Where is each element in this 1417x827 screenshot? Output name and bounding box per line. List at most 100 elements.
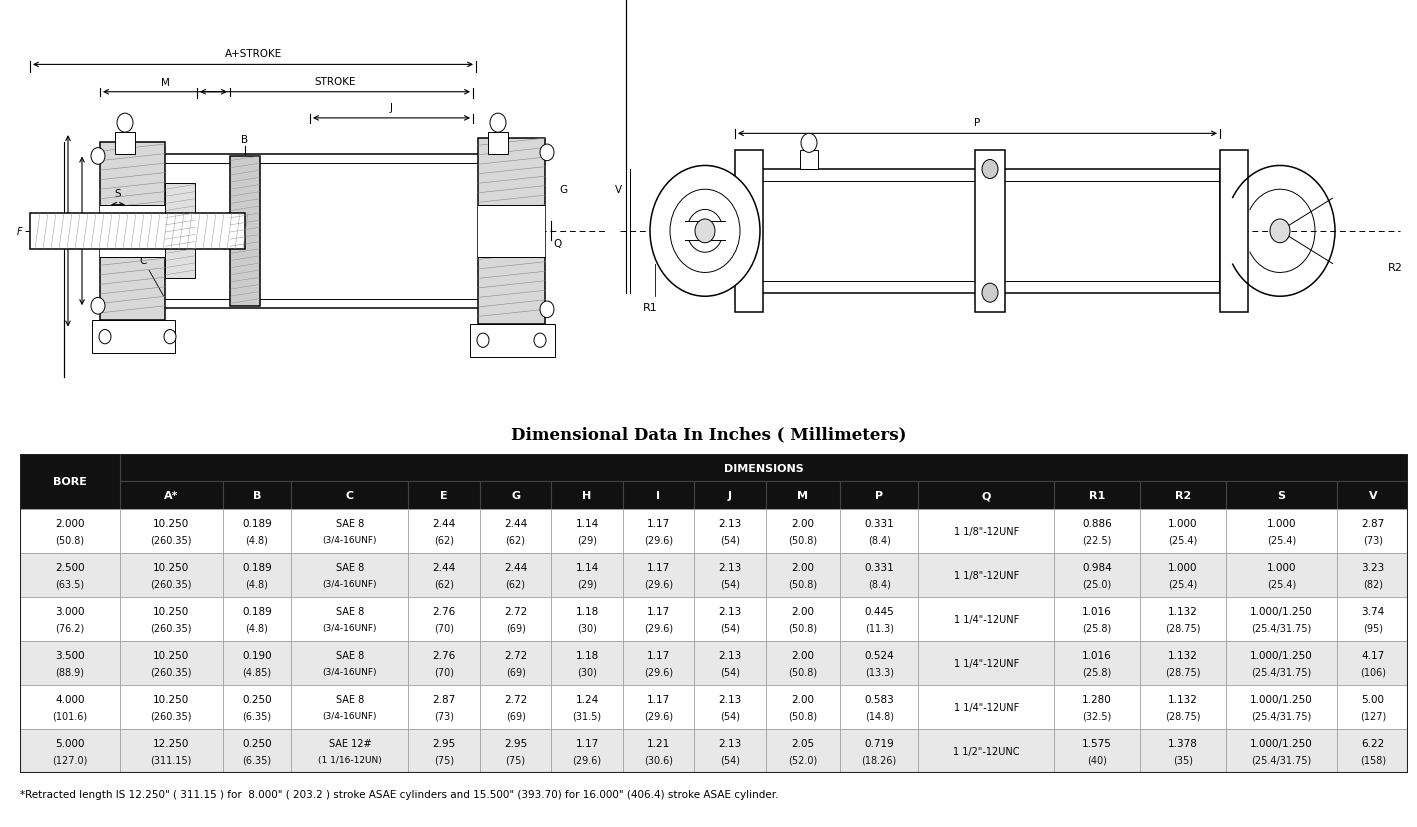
Text: (158): (158) (1360, 755, 1386, 765)
Text: (95): (95) (1363, 623, 1383, 633)
Text: (4.85): (4.85) (242, 667, 272, 677)
Text: (8.4): (8.4) (867, 579, 891, 589)
Bar (694, 641, 765, 685)
Text: 1.132: 1.132 (1168, 650, 1197, 660)
Text: 0.250: 0.250 (242, 694, 272, 705)
Text: (3/4-16UNF): (3/4-16UNF) (323, 624, 377, 633)
Bar (222, 685, 292, 729)
Bar (765, 641, 840, 685)
Bar (222, 509, 292, 553)
Text: 1.000/1.250: 1.000/1.250 (1250, 650, 1312, 660)
Text: 0.189: 0.189 (242, 518, 272, 528)
Circle shape (478, 333, 489, 348)
Bar (1226, 509, 1338, 553)
Text: 1.378: 1.378 (1168, 739, 1197, 748)
Text: (88.9): (88.9) (55, 667, 85, 677)
Bar (840, 509, 918, 553)
Text: SAE 8: SAE 8 (336, 606, 364, 616)
Bar (622, 685, 694, 729)
Text: 3.500: 3.500 (55, 650, 85, 660)
Text: (70): (70) (434, 667, 455, 677)
Text: 3.74: 3.74 (1362, 606, 1384, 616)
Text: (62): (62) (506, 579, 526, 589)
Text: J: J (728, 490, 733, 500)
Text: SAE 8: SAE 8 (336, 518, 364, 528)
Bar (765, 729, 840, 773)
Text: 1.17: 1.17 (646, 518, 670, 528)
Circle shape (982, 160, 998, 179)
Text: 2.76: 2.76 (432, 606, 456, 616)
Text: (73): (73) (434, 711, 455, 721)
Bar (292, 482, 408, 509)
Text: 2.00: 2.00 (791, 694, 815, 705)
Text: (260.35): (260.35) (150, 667, 193, 677)
Bar (20, 455, 120, 509)
Text: (54): (54) (720, 755, 740, 765)
Text: (3/4-16UNF): (3/4-16UNF) (323, 667, 377, 676)
Bar (222, 553, 292, 597)
Text: (3/4-16UNF): (3/4-16UNF) (323, 535, 377, 544)
Text: 5.000: 5.000 (55, 739, 85, 748)
Text: (30): (30) (577, 623, 597, 633)
Text: 2.72: 2.72 (504, 650, 527, 660)
Text: 1.132: 1.132 (1168, 694, 1197, 705)
Circle shape (801, 134, 818, 153)
Bar (918, 482, 1054, 509)
Text: (29.6): (29.6) (572, 755, 602, 765)
Bar (622, 553, 694, 597)
Bar (120, 509, 222, 553)
Bar (840, 729, 918, 773)
Text: 1 1/8"-12UNF: 1 1/8"-12UNF (954, 570, 1019, 580)
Text: (127.0): (127.0) (52, 755, 88, 765)
Text: (82): (82) (1363, 579, 1383, 589)
Bar (1139, 553, 1226, 597)
Text: (28.75): (28.75) (1165, 711, 1200, 721)
Bar (765, 553, 840, 597)
Text: SAE 8: SAE 8 (336, 562, 364, 572)
Bar (408, 641, 480, 685)
Text: (50.8): (50.8) (55, 535, 85, 545)
Text: 1 1/4"-12UNF: 1 1/4"-12UNF (954, 658, 1019, 668)
Bar (480, 482, 551, 509)
Circle shape (982, 284, 998, 303)
Circle shape (164, 330, 176, 344)
Circle shape (490, 114, 506, 133)
Text: P: P (876, 490, 883, 500)
Bar (292, 685, 408, 729)
Text: 0.719: 0.719 (864, 739, 894, 748)
Text: (22.5): (22.5) (1083, 535, 1112, 545)
Text: 1.18: 1.18 (575, 606, 598, 616)
Text: 2.72: 2.72 (504, 606, 527, 616)
Bar (408, 729, 480, 773)
Text: (54): (54) (720, 711, 740, 721)
Text: 0.189: 0.189 (242, 562, 272, 572)
Text: 1.000: 1.000 (1267, 562, 1297, 572)
Text: (106): (106) (1360, 667, 1386, 677)
Bar (918, 685, 1054, 729)
Bar (1054, 553, 1139, 597)
Circle shape (540, 145, 554, 161)
Bar (408, 553, 480, 597)
Text: 1.016: 1.016 (1083, 606, 1112, 616)
Text: (25.8): (25.8) (1083, 667, 1112, 677)
Bar (480, 597, 551, 641)
Text: 5.00: 5.00 (1362, 694, 1384, 705)
Text: 1.24: 1.24 (575, 694, 598, 705)
Text: (62): (62) (434, 535, 455, 545)
Text: 1.14: 1.14 (575, 562, 598, 572)
Text: C: C (140, 256, 163, 297)
Text: SAE 12#: SAE 12# (329, 739, 371, 748)
Bar (222, 729, 292, 773)
Text: 0.189: 0.189 (242, 606, 272, 616)
Bar (154, 155, 495, 308)
Bar (480, 641, 551, 685)
Text: 2.76: 2.76 (432, 650, 456, 660)
Text: G: G (512, 490, 520, 500)
Bar (120, 641, 222, 685)
Bar (1054, 597, 1139, 641)
Text: (3/4-16UNF): (3/4-16UNF) (323, 711, 377, 720)
Text: (25.4): (25.4) (1168, 579, 1197, 589)
Text: A*: A* (164, 490, 179, 500)
Bar (551, 553, 622, 597)
Text: 0.190: 0.190 (242, 650, 272, 660)
